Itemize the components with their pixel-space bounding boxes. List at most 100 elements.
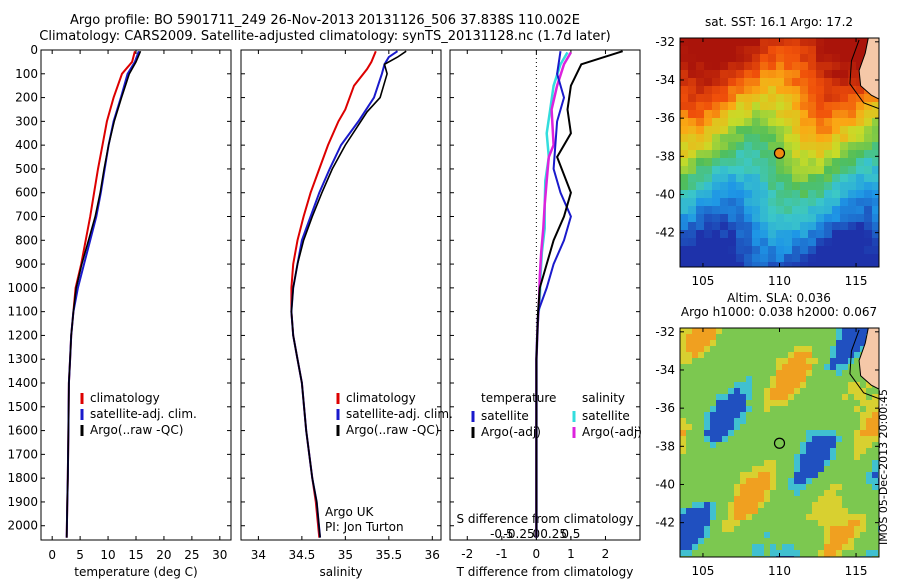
map-cell [740,346,747,353]
map-cell [794,484,801,491]
map-cell [692,538,699,545]
map-cell [836,454,843,461]
map-cell [856,222,865,231]
map-cell [698,460,705,467]
map-cell [824,70,833,79]
map-cell [818,328,825,335]
map-cell [728,62,737,71]
map-cell [704,352,711,359]
map-cell [722,490,729,497]
sla-map-title-1: Altim. SLA: 0.036 [727,291,831,305]
map-cell [758,406,765,413]
map-cell [836,502,843,509]
map-cell [808,110,817,119]
map-cell [744,230,753,239]
map-cell [776,514,783,521]
map-cell [752,544,759,551]
map-cell [836,508,843,515]
map-cell [704,62,713,71]
map-cell [740,388,747,395]
map-cell [864,190,873,199]
map-cell [728,94,737,103]
map-cell [794,352,801,359]
map-cell [692,358,699,365]
map-cell [788,472,795,479]
map-cell [806,370,813,377]
map-cell [744,206,753,215]
map-cell [764,346,771,353]
map-cell [728,454,735,461]
map-cell [840,54,849,63]
map-cell [842,358,849,365]
map-y-tick-label: -42 [655,516,675,530]
map-cell [760,94,769,103]
map-cell [824,346,831,353]
map-cell [760,70,769,79]
map-cell [704,174,713,183]
map-cell [794,442,801,449]
map-cell [752,126,761,135]
map-cell [842,376,849,383]
map-cell [686,448,693,455]
map-cell [830,418,837,425]
map-cell [872,526,879,533]
map-cell [686,466,693,473]
map-cell [848,118,857,127]
map-cell [824,520,831,527]
map-cell [770,406,777,413]
map-cell [818,496,825,503]
map-cell [840,110,849,119]
map-cell [696,78,705,87]
map-cell [698,496,705,503]
map-cell [692,334,699,341]
map-cell [840,46,849,55]
map-cell [704,334,711,341]
map-cell [686,526,693,533]
map-cell [688,262,697,267]
map-cell [768,182,777,191]
map-cell [776,142,785,151]
map-cell [824,150,833,159]
map-cell [784,110,793,119]
map-cell [836,370,843,377]
map-cell [854,442,861,449]
map-y-tick-label: -34 [655,73,675,87]
map-cell [872,418,879,425]
map-cell [764,328,771,335]
map-cell [704,54,713,63]
map-cell [816,230,825,239]
map-cell [800,508,807,515]
map-cell [696,262,705,267]
map-cell [744,158,753,167]
map-cell [800,430,807,437]
map-cell [770,340,777,347]
map-cell [770,382,777,389]
map-cell [824,502,831,509]
map-cell [800,550,807,557]
map-cell [776,442,783,449]
map-cell [712,110,721,119]
map-cell [800,544,807,551]
map-cell [728,150,737,159]
map-cell [688,94,697,103]
map-cell [854,370,861,377]
map-cell [872,454,879,461]
map-cell [776,388,783,395]
map-cell [830,526,837,533]
map-cell [688,230,697,239]
map-cell [794,334,801,341]
map-cell [824,78,833,87]
map-cell [800,94,809,103]
map-cell [860,550,867,557]
map-cell [860,382,867,389]
map-cell [734,484,741,491]
map-y-tick-label: -38 [655,439,675,453]
map-cell [768,78,777,87]
map-cell [830,334,837,341]
map-cell [872,496,879,503]
map-cell [736,86,745,95]
map-cell [752,370,759,377]
map-cell [744,38,753,47]
map-cell [794,436,801,443]
map-cell [842,550,849,557]
